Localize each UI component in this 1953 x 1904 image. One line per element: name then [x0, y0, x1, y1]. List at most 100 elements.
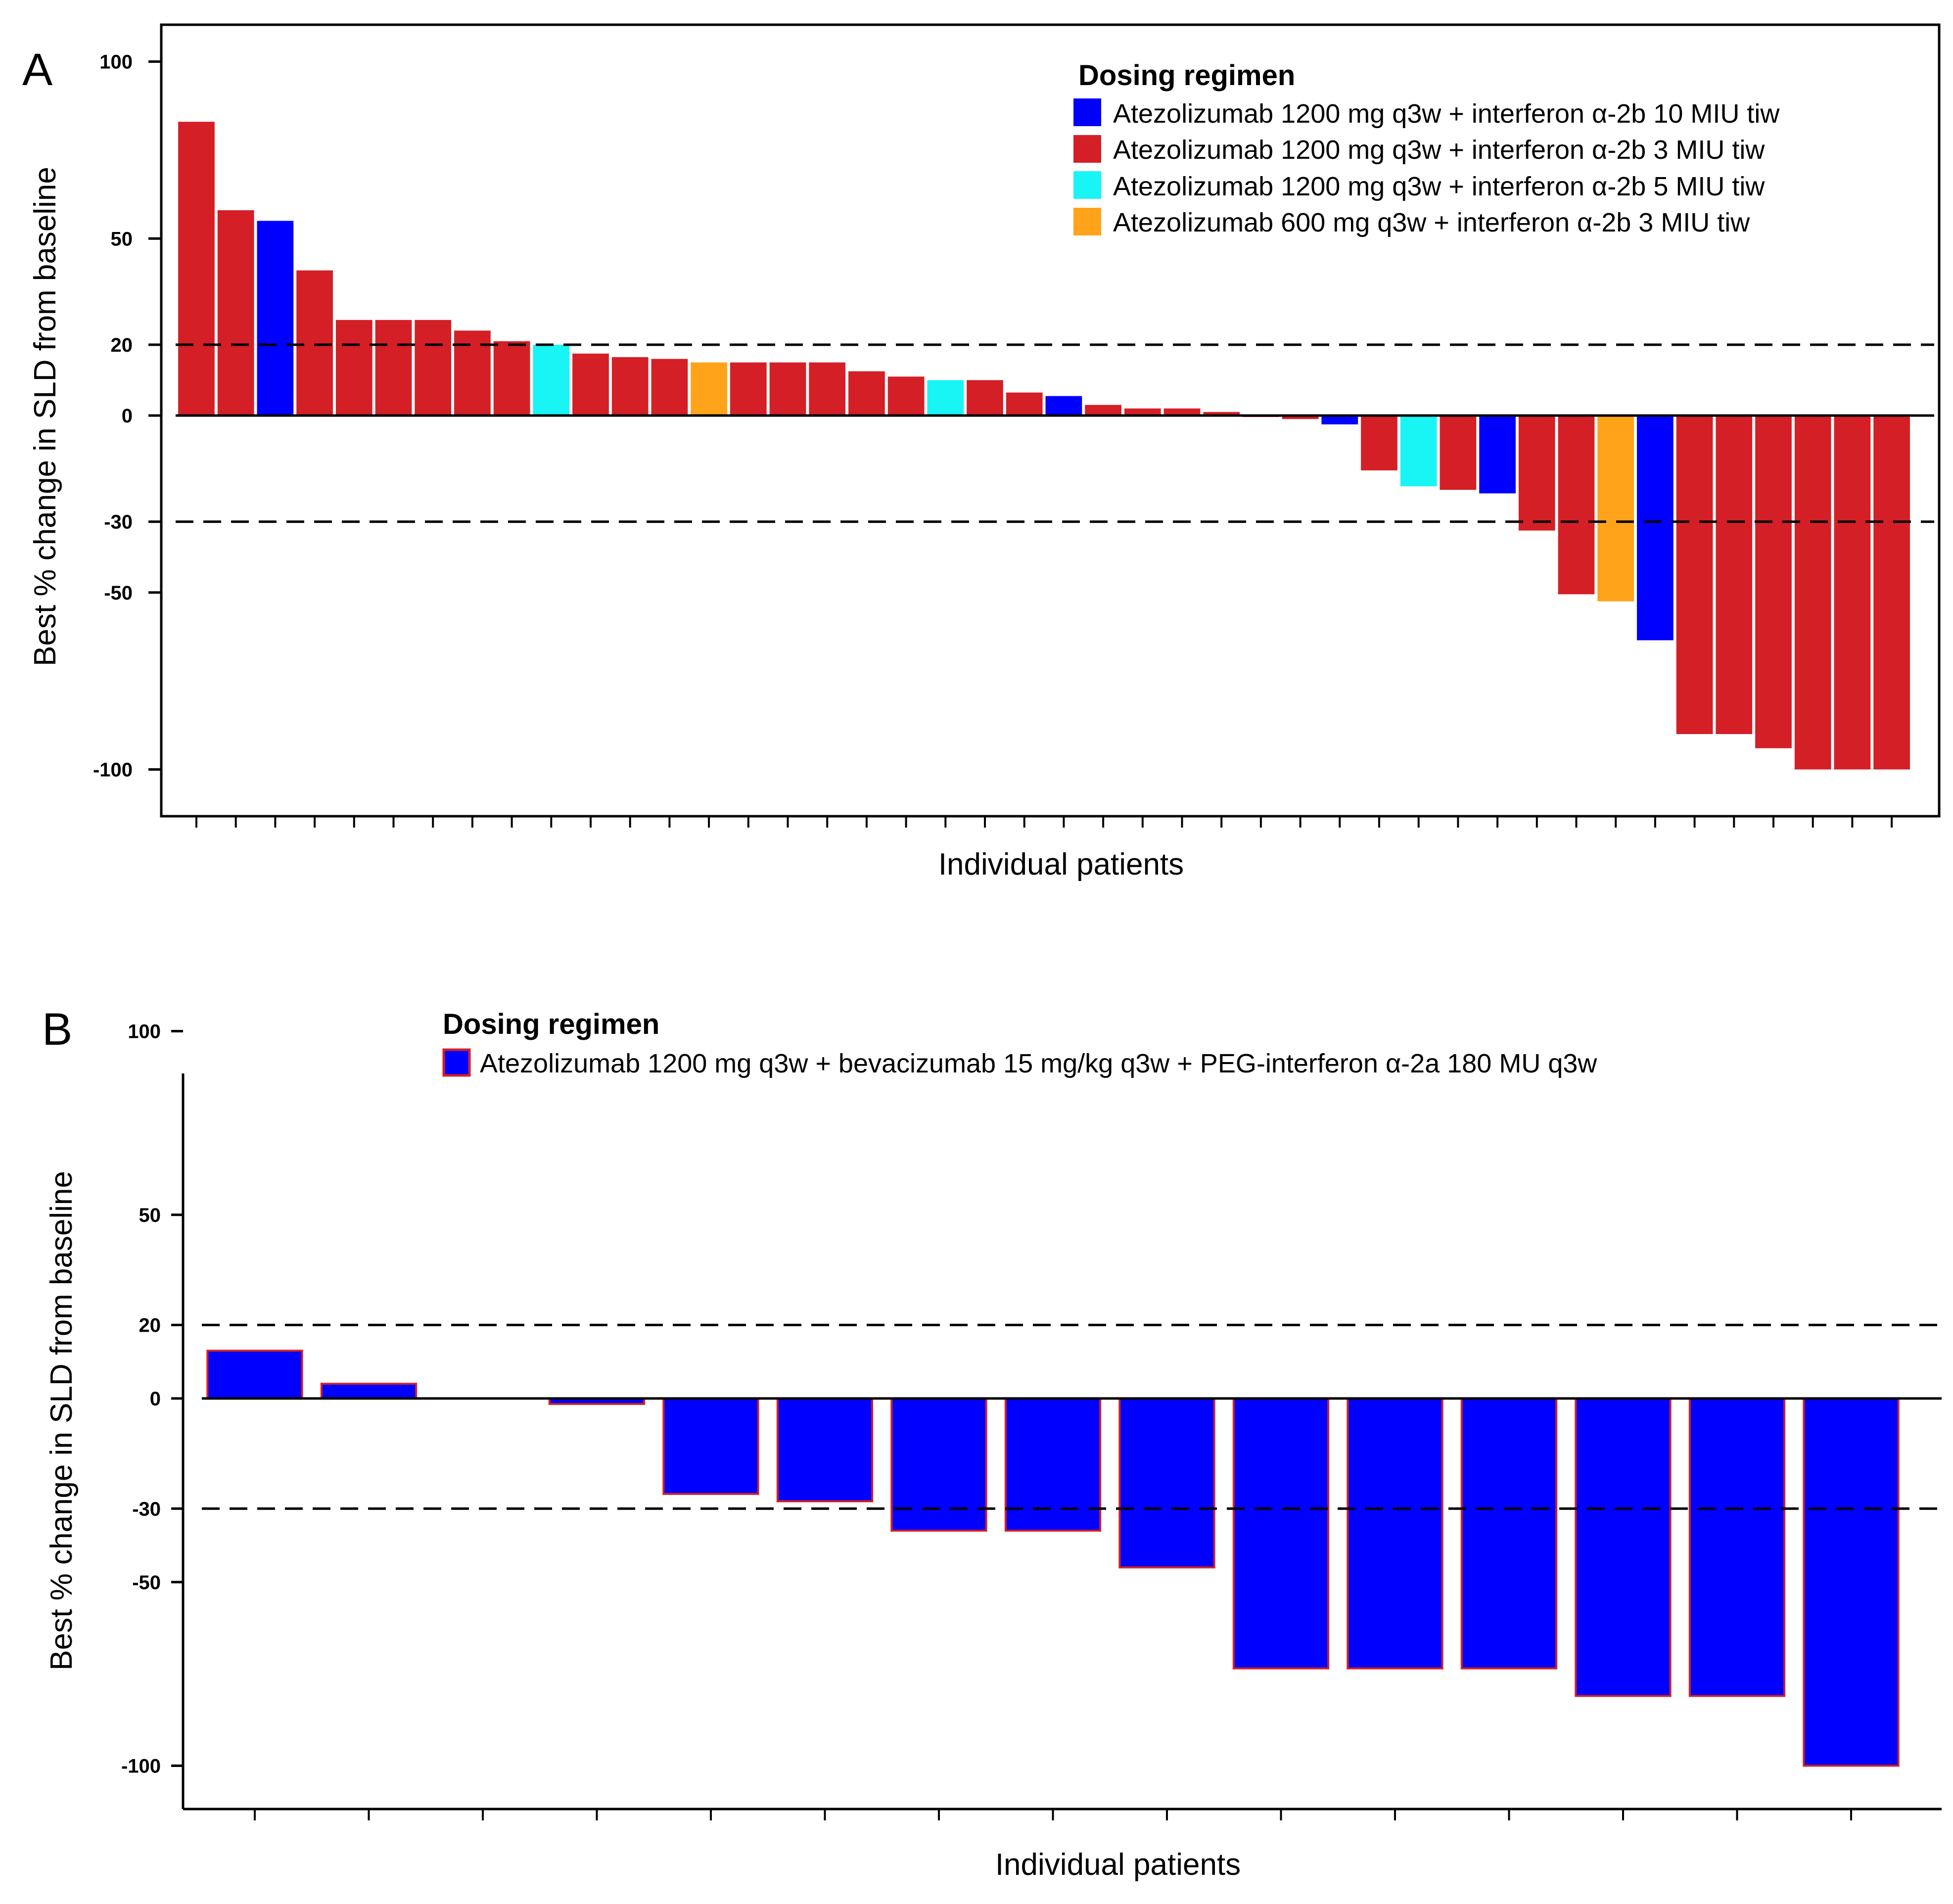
panel-a-bar-39 [1676, 416, 1713, 734]
panel-b-bar-9 [1118, 1397, 1215, 1569]
panel-a-bar-2 [217, 210, 254, 416]
panel-b-bar-15 [1803, 1397, 1900, 1767]
panel-a-y-tick-label: -50 [104, 582, 133, 604]
panel-a-bar-6 [375, 320, 412, 416]
panel-a-legend: Dosing regimen Atezolizumab 1200 mg q3w … [1073, 59, 1780, 237]
panel-a-bar-33 [1440, 416, 1477, 490]
panel-a-bar-11 [572, 353, 609, 416]
panel-a-bar-36 [1558, 416, 1595, 595]
panel-a-bar-16 [769, 362, 806, 416]
panel-a-bar-15 [730, 362, 767, 416]
panel-a-y-tick-label: 20 [111, 334, 133, 356]
panel-a-bar-24 [1085, 405, 1121, 416]
panel-b-reference-lines [202, 1324, 1942, 1510]
panel-a-legend-label-blue: Atezolizumab 1200 mg q3w + interferon α-… [1113, 99, 1780, 129]
panel-a-legend-title: Dosing regimen [1078, 59, 1295, 92]
panel-a-bar-31 [1361, 416, 1397, 470]
panel-b-y-ticks: 100 50 20 0 -30 -50 -100 [121, 1021, 183, 1777]
panel-a-bar-17 [809, 362, 846, 416]
panel-a-bar-12 [611, 357, 649, 416]
panel-a-legend-swatch-blue [1073, 98, 1101, 126]
panel-a-letter: A [22, 45, 53, 95]
panel-a-bar-37 [1597, 416, 1634, 602]
panel-a-bars [178, 122, 1910, 770]
panel-a-legend-label-red: Atezolizumab 1200 mg q3w + interferon α-… [1113, 135, 1765, 165]
panel-b-legend-label-blue: Atezolizumab 1200 mg q3w + bevacizumab 1… [480, 1049, 1597, 1078]
panel-a-bar-44 [1873, 416, 1910, 770]
panel-b-bar-6 [776, 1397, 874, 1502]
panel-a-bar-26 [1163, 408, 1201, 416]
panel-a-bar-7 [415, 320, 452, 416]
panel-a-bar-25 [1124, 408, 1161, 416]
panel-a-bar-38 [1637, 416, 1674, 641]
panel-a-reference-lines [176, 343, 1934, 523]
panel-b-y-tick-label: 50 [139, 1205, 161, 1226]
panel-a-bar-18 [848, 371, 885, 416]
panel-a-bar-43 [1834, 416, 1871, 770]
panel-a-bar-5 [335, 320, 372, 416]
panel-a-y-tick-label: 100 [99, 51, 133, 73]
panel-a-bar-13 [651, 359, 688, 416]
panel-b-y-tick-label: -50 [132, 1572, 161, 1593]
panel-a-bar-40 [1716, 416, 1753, 734]
panel-a-legend-swatch-orange [1073, 208, 1101, 235]
panel-b-bar-10 [1232, 1397, 1330, 1670]
panel-b-bars [206, 1349, 1900, 1767]
panel-b-bar-5 [662, 1397, 759, 1495]
panel-b-bar-2 [320, 1383, 418, 1400]
panel-a-bar-30 [1321, 416, 1358, 424]
panel-a-bar-29 [1282, 416, 1319, 419]
panel-b-letter: B [42, 1004, 72, 1055]
panel-a-bar-32 [1400, 416, 1437, 487]
panel-b-bar-7 [890, 1397, 987, 1532]
panel-a: A 100 50 20 0 -30 -50 -100 Individual patients… [22, 23, 1941, 882]
panel-a-x-axis-label: Individual patients [938, 847, 1184, 882]
panel-b-y-tick-label: -100 [121, 1756, 161, 1777]
panel-b-bar-1 [206, 1349, 303, 1400]
panel-a-bar-1 [178, 122, 215, 416]
panel-a-bar-27 [1203, 412, 1240, 416]
panel-a-bar-14 [691, 362, 727, 416]
panel-a-bar-23 [1045, 396, 1082, 416]
panel-b-y-tick-label: 20 [139, 1315, 161, 1337]
panel-a-y-tick-label: -30 [104, 511, 133, 533]
panel-a-bar-35 [1518, 416, 1555, 531]
panel-b-y-tick-label: 100 [128, 1021, 161, 1043]
panel-b-x-axis-label: Individual patients [995, 1848, 1241, 1882]
panel-b-bar-12 [1460, 1397, 1558, 1670]
panel-a-bar-9 [493, 341, 530, 416]
panel-a-bar-19 [887, 376, 925, 416]
panel-a-legend-swatch-red [1073, 135, 1101, 163]
panel-a-y-tick-label: 50 [111, 228, 133, 250]
panel-b-y-axis-label: Best % change in SLD from baseline [45, 1171, 79, 1671]
panel-b-y-tick-label: -30 [132, 1498, 161, 1520]
panel-a-y-ticks: 100 50 20 0 -30 -50 -100 [93, 51, 161, 781]
panel-a-legend-swatch-cyan [1073, 171, 1101, 199]
panel-a-bar-22 [1006, 392, 1043, 416]
panel-b-bar-14 [1688, 1397, 1786, 1697]
panel-a-legend-label-orange: Atezolizumab 600 mg q3w + interferon α-2… [1113, 208, 1750, 237]
panel-a-bar-4 [296, 270, 333, 416]
panel-a-x-ticks [195, 816, 1893, 828]
panel-a-frame [160, 23, 1941, 818]
panel-a-legend-label-cyan: Atezolizumab 1200 mg q3w + interferon α-… [1113, 172, 1765, 201]
panel-b-bar-11 [1347, 1397, 1443, 1670]
panel-b-legend-swatch-blue [442, 1048, 471, 1077]
panel-a-bar-41 [1755, 416, 1792, 748]
panel-b-bar-8 [1004, 1397, 1102, 1532]
panel-b: B 100 50 20 0 -30 -50 -100 Individual patients… [42, 1004, 1942, 1882]
panel-b-y-tick-label: 0 [150, 1388, 161, 1410]
panel-b-legend-title: Dosing regimen [443, 1008, 659, 1040]
panel-a-y-tick-label: -100 [93, 759, 133, 781]
panel-a-y-tick-label: 0 [122, 405, 133, 427]
panel-a-y-axis-label: Best % change in SLD from baseline [28, 167, 62, 666]
panel-b-x-ticks [254, 1809, 1852, 1820]
panel-b-legend: Dosing regimen Atezolizumab 1200 mg q3w … [442, 1008, 1597, 1078]
panel-a-bar-20 [927, 380, 964, 416]
panel-a-bar-42 [1794, 416, 1831, 770]
panel-a-bar-3 [257, 221, 294, 416]
panel-a-bar-10 [533, 344, 570, 416]
panel-a-bar-34 [1479, 416, 1516, 494]
panel-b-bar-13 [1575, 1397, 1672, 1697]
